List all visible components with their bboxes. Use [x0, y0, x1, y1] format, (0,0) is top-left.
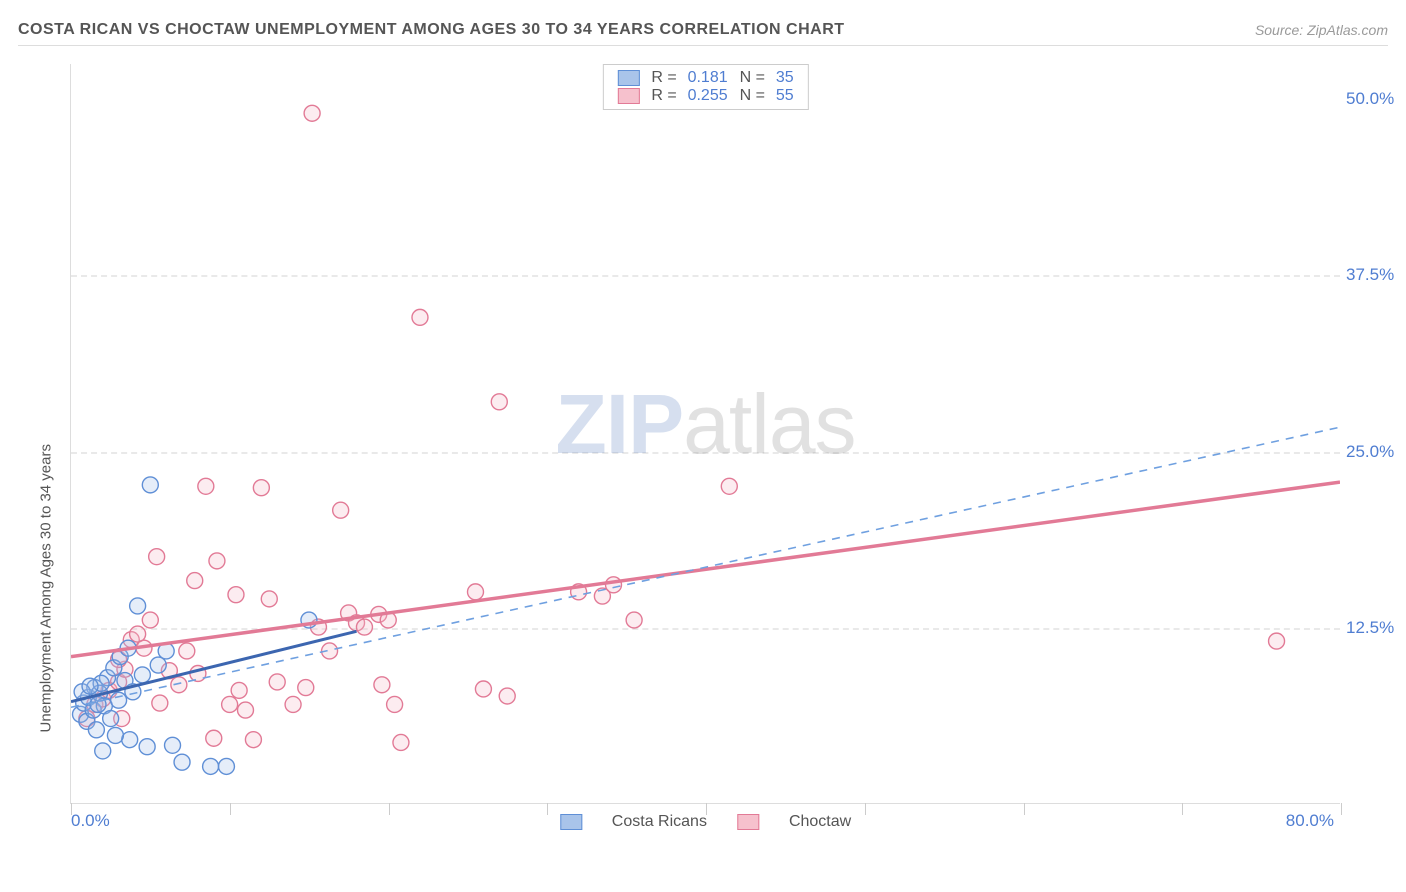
r-label: R =: [651, 87, 676, 104]
x-tick: [1024, 803, 1025, 815]
x-tick: [1341, 803, 1342, 815]
series-legend: Costa Ricans Choctaw: [560, 813, 851, 831]
legend-swatch-choctaw: [737, 814, 759, 830]
r-value-costa-ricans: 0.181: [686, 69, 728, 86]
x-axis-min-label: 0.0%: [71, 811, 110, 831]
source-attribution: Source: ZipAtlas.com: [1255, 22, 1388, 38]
chart-title: COSTA RICAN VS CHOCTAW UNEMPLOYMENT AMON…: [18, 21, 845, 39]
scatter-svg: [71, 64, 1340, 803]
x-tick: [230, 803, 231, 815]
legend-label-costa-ricans: Costa Ricans: [612, 813, 707, 831]
x-tick: [547, 803, 548, 815]
n-label: N =: [740, 69, 765, 86]
chart-container: Unemployment Among Ages 30 to 34 years 1…: [48, 64, 1364, 824]
y-axis-label: Unemployment Among Ages 30 to 34 years: [38, 444, 55, 733]
x-axis-max-label: 80.0%: [1286, 811, 1334, 831]
y-tick-label: 12.5%: [1346, 618, 1394, 638]
y-tick-label: 25.0%: [1346, 442, 1394, 462]
x-tick: [389, 803, 390, 815]
x-tick: [865, 803, 866, 815]
legend-label-choctaw: Choctaw: [789, 813, 851, 831]
n-label: N =: [740, 87, 765, 104]
r-value-choctaw: 0.255: [686, 87, 728, 104]
y-tick-label: 50.0%: [1346, 89, 1394, 109]
correlation-legend: R = 0.181 N = 35 R = 0.255 N = 55: [602, 64, 808, 110]
y-tick-label: 37.5%: [1346, 265, 1394, 285]
n-value-choctaw: 55: [774, 87, 794, 104]
legend-row: R = 0.181 N = 35: [617, 69, 793, 87]
n-value-costa-ricans: 35: [774, 69, 794, 86]
legend-swatch-costa-ricans: [617, 70, 639, 86]
legend-row: R = 0.255 N = 55: [617, 87, 793, 105]
plot-area: 12.5%25.0%37.5%50.0% ZIPatlas R = 0.181 …: [70, 64, 1340, 804]
legend-swatch-choctaw: [617, 88, 639, 104]
r-label: R =: [651, 69, 676, 86]
legend-swatch-costa-ricans: [560, 814, 582, 830]
x-tick: [1182, 803, 1183, 815]
